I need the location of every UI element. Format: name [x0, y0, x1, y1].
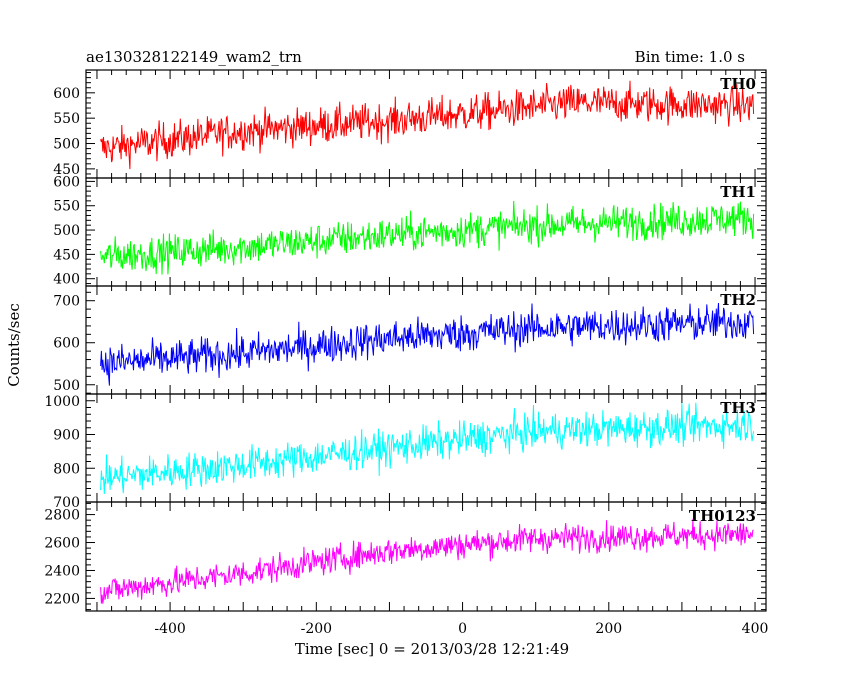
y-tick-label: 450: [53, 247, 80, 263]
series-line-th2: [100, 302, 755, 386]
panel-th1: 400 450 500 550 600 TH1: [53, 174, 767, 288]
y-axis-label: Counts/sec: [5, 303, 23, 387]
x-axis-label: Time [sec] 0 = 2013/03/28 12:21:49: [295, 640, 569, 658]
y-tick-label: 800: [53, 461, 80, 477]
panels-group: 450 500 550 600 TH0 400 450 500 550 600 TH1 500 600 7…: [44, 69, 769, 637]
panel-th3: 700 800 900 1000 TH3: [44, 393, 767, 511]
y-tick-label: 550: [53, 199, 80, 215]
y-tick-label: 450: [53, 162, 80, 178]
panel-label-th3: TH3: [720, 399, 756, 417]
y-tick-label: 700: [53, 495, 80, 511]
y-tick-label: 500: [53, 137, 80, 153]
y-tick-label: 600: [53, 336, 80, 352]
panel-th0: 450 500 550 600 TH0: [53, 69, 767, 179]
x-tick-label: 400: [742, 621, 769, 637]
y-tick-label: 2600: [44, 536, 80, 552]
panel-label-th0123: TH0123: [689, 507, 756, 525]
y-tick-label: 500: [53, 223, 80, 239]
y-tick-label: 600: [53, 174, 80, 190]
y-tick-label: 400: [53, 272, 80, 288]
series-line-th0123: [100, 518, 754, 604]
x-tick-label: -200: [301, 621, 332, 637]
y-tick-label: 2800: [44, 508, 80, 524]
panel-label-th0: TH0: [720, 75, 756, 93]
panel-th2: 500 600 700 TH2: [53, 285, 767, 395]
chart-title-right: Bin time: 1.0 s: [635, 48, 745, 66]
x-tick-label: -400: [154, 621, 185, 637]
y-tick-label: 550: [53, 111, 80, 127]
series-line-th0: [100, 80, 755, 170]
y-tick-label: 900: [53, 428, 80, 444]
panel-th0123: 2200 2400 2600 2800 TH0123: [44, 501, 767, 612]
chart-title-left: ae130328122149_wam2_trn: [86, 48, 302, 66]
y-tick-label: 2200: [44, 591, 80, 607]
y-tick-label: 700: [53, 294, 80, 310]
panel-label-th1: TH1: [720, 183, 756, 201]
x-tick-label: 200: [595, 621, 622, 637]
y-tick-label: 600: [53, 86, 80, 102]
y-tick-label: 2400: [44, 563, 80, 579]
panel-frame: [85, 393, 767, 503]
panel-label-th2: TH2: [720, 291, 756, 309]
panel-frame: [85, 501, 767, 612]
series-line-th3: [100, 402, 755, 495]
series-line-th1: [100, 200, 755, 275]
y-tick-label: 500: [53, 378, 80, 394]
y-tick-label: 1000: [44, 394, 80, 410]
x-tick-label: 0: [458, 621, 467, 637]
